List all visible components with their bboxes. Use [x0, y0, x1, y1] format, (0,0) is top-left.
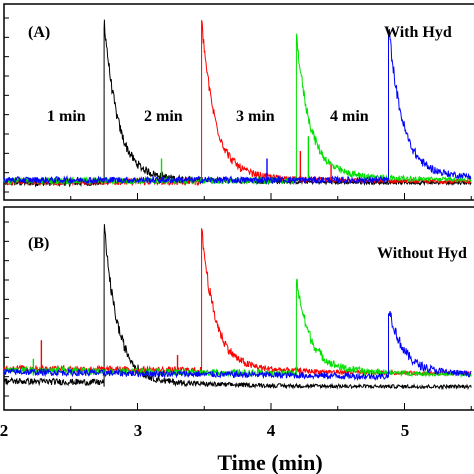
- annotation-2-min: 2 min: [144, 108, 183, 125]
- x-tick-label-2: 2: [0, 421, 8, 440]
- x-axis-title: Time (min): [217, 450, 322, 474]
- panel-b-plot: (B) Without Hyd: [3, 206, 474, 411]
- panel-b-label: (B): [28, 235, 49, 252]
- panel-b-condition-label: Without Hyd: [377, 245, 467, 262]
- panel-a-condition-label: With Hyd: [384, 24, 452, 41]
- x-axis: 2 3 4 5 Time (min): [0, 421, 409, 474]
- panel-a-plot: (A) With Hyd 1 min 2 min 3 min 4 min: [3, 3, 474, 201]
- annotation-4-min: 4 min: [330, 108, 369, 125]
- x-tick-label-4: 4: [267, 421, 276, 440]
- x-tick-label-5: 5: [401, 421, 410, 440]
- annotation-3-min: 3 min: [236, 108, 275, 125]
- annotation-1-min: 1 min: [47, 108, 86, 125]
- series-line-b-4: [3, 311, 472, 381]
- series-line-b-1: [3, 224, 472, 391]
- series-line-a-1: [3, 19, 472, 188]
- panel-a-label: (A): [28, 24, 50, 41]
- series-line-a-4: [3, 29, 472, 185]
- series-line-a-2: [3, 20, 472, 187]
- x-tick-label-3: 3: [134, 421, 143, 440]
- series-line-b-3: [3, 278, 472, 379]
